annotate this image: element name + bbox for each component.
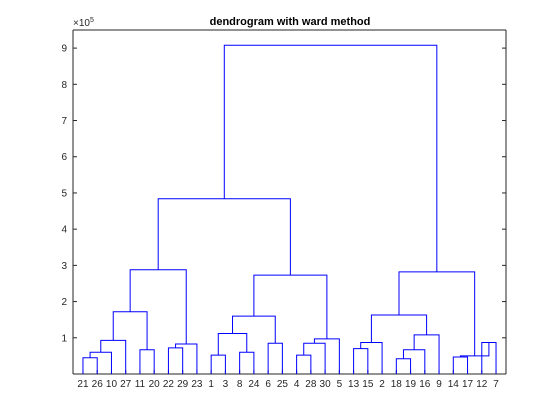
x-tick-label: 25 (277, 379, 289, 390)
x-tick-label: 13 (348, 379, 360, 390)
x-tick-label: 6 (265, 379, 271, 390)
x-tick-label: 19 (405, 379, 417, 390)
y-tick-label: 7 (61, 116, 67, 127)
x-tick-label: 15 (362, 379, 374, 390)
x-tick-label: 20 (149, 379, 161, 390)
x-tick-label: 3 (223, 379, 229, 390)
x-tick-label: 29 (177, 379, 189, 390)
y-tick-label: 6 (61, 152, 67, 163)
x-tick-label: 5 (337, 379, 343, 390)
x-tick-label: 8 (237, 379, 243, 390)
y-tick-label: 8 (61, 80, 67, 91)
x-tick-label: 28 (305, 379, 317, 390)
y-tick-label: 9 (61, 44, 67, 55)
y-tick-label: 4 (61, 225, 67, 236)
x-tick-label: 26 (92, 379, 104, 390)
y-tick-label: 1 (61, 333, 67, 344)
x-tick-label: 27 (120, 379, 132, 390)
x-tick-label: 1 (208, 379, 214, 390)
x-tick-label: 23 (191, 379, 203, 390)
x-tick-label: 21 (77, 379, 89, 390)
x-tick-label: 10 (106, 379, 118, 390)
chart-title: dendrogram with ward method (210, 16, 371, 28)
x-tick-label: 17 (462, 379, 474, 390)
x-tick-label: 7 (493, 379, 499, 390)
x-tick-label: 11 (135, 379, 146, 390)
x-tick-label: 30 (320, 379, 332, 390)
x-tick-label: 24 (248, 379, 260, 390)
x-tick-label: 18 (391, 379, 403, 390)
y-tick-label: 3 (61, 261, 67, 272)
x-tick-label: 14 (448, 379, 460, 390)
x-tick-label: 4 (294, 379, 300, 390)
y-tick-label: 2 (61, 297, 67, 308)
x-tick-label: 22 (163, 379, 175, 390)
x-tick-label: 9 (436, 379, 442, 390)
x-tick-label: 16 (419, 379, 431, 390)
x-tick-label: 2 (379, 379, 385, 390)
x-tick-label: 12 (476, 379, 488, 390)
y-tick-label: 5 (61, 188, 67, 199)
